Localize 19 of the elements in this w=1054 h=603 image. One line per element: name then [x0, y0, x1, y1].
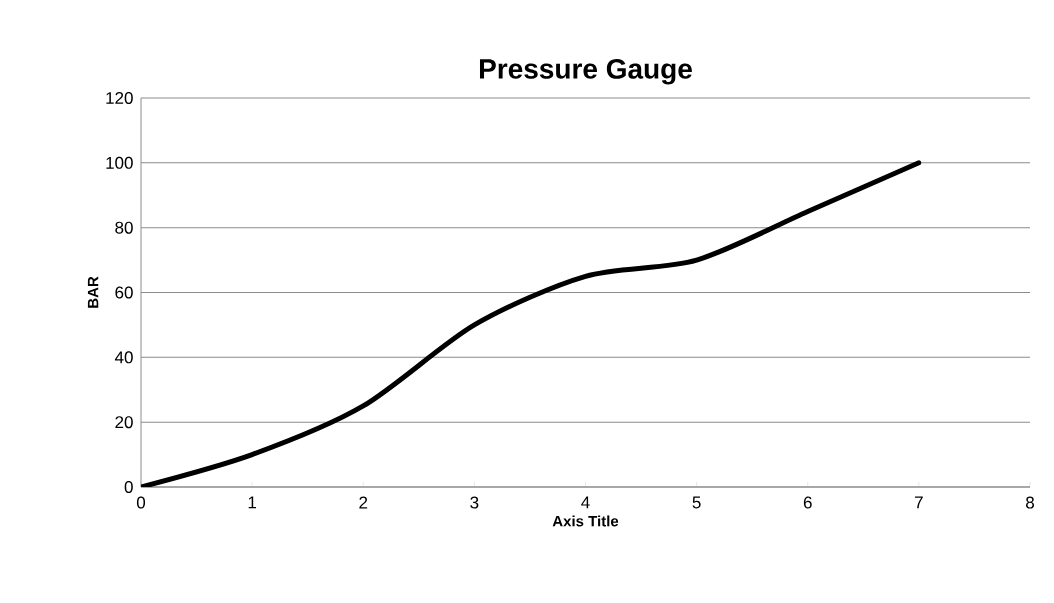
y-tick-label: 100 [106, 156, 133, 169]
y-tick-label: 40 [114, 351, 133, 364]
y-axis-title: BAR [87, 276, 99, 308]
x-axis-title: Axis Title [552, 515, 619, 527]
x-tick-label: 6 [803, 496, 812, 509]
x-tick-label: 1 [248, 496, 257, 509]
y-tick-label: 0 [124, 480, 133, 494]
x-tick-label: 3 [470, 496, 479, 509]
y-tick-label: 80 [115, 221, 133, 234]
y-tick-label: 60 [115, 286, 133, 299]
x-tick-label: 8 [1026, 496, 1034, 509]
chart-title: Pressure Gauge [479, 58, 692, 85]
x-tick-label: 5 [692, 496, 701, 509]
x-tick-label: 4 [581, 496, 590, 509]
x-tick-label: 0 [136, 496, 146, 509]
y-tick-label: 120 [106, 91, 133, 105]
y-tick-label: 20 [115, 416, 133, 429]
x-tick-label: 7 [915, 496, 923, 509]
x-tick-label: 2 [359, 496, 368, 509]
